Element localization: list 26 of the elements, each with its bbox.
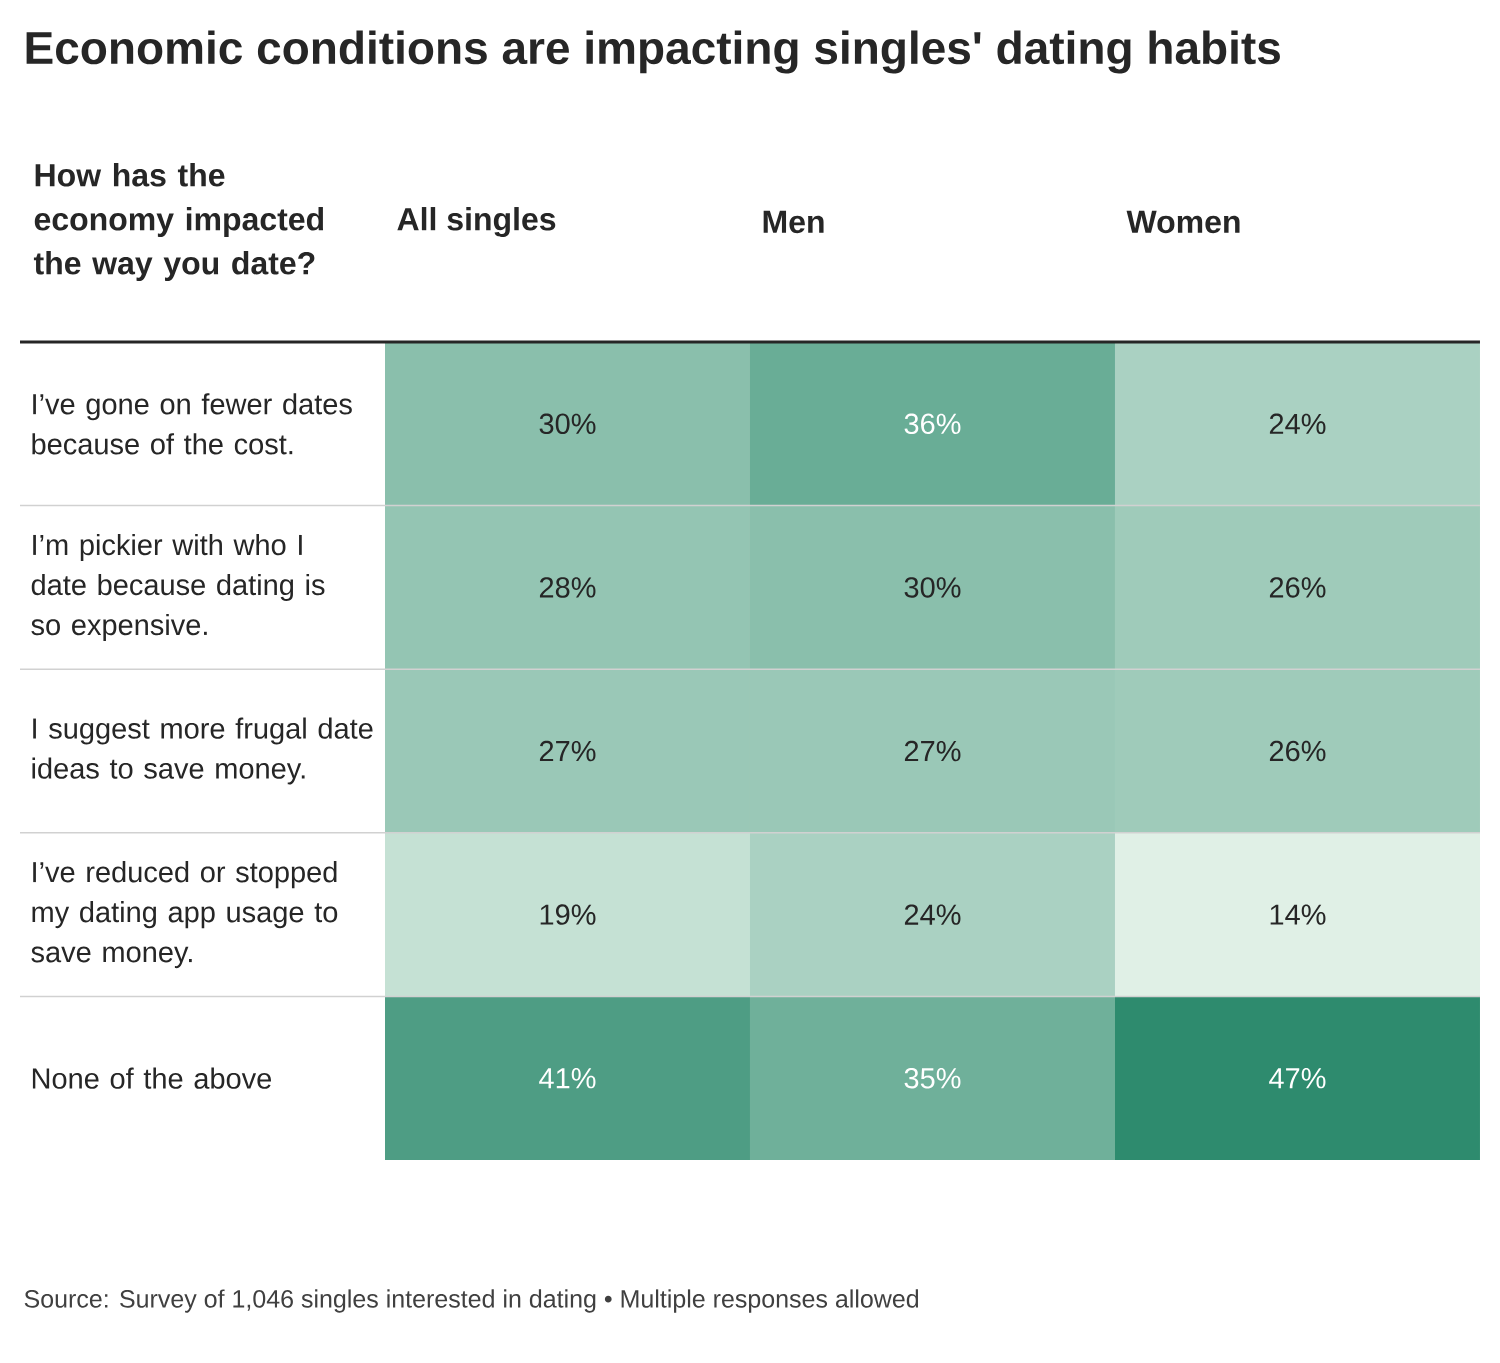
data-label: 26%	[1269, 740, 1326, 762]
data-label: 24%	[1269, 413, 1326, 435]
data-label: 35%	[904, 1067, 961, 1089]
chart-title: Economic conditions are impacting singles' dating habits	[26, 30, 1280, 74]
data-label: 19%	[540, 904, 596, 925]
x-tick-label: All singles	[397, 207, 556, 237]
y-tick-label: I’ve gone on fewer dates because of the cost.	[32, 393, 352, 455]
y-tick-label: None of the above	[32, 1067, 272, 1089]
data-label: 26%	[1269, 577, 1326, 598]
data-label: 24%	[904, 904, 961, 925]
y-axis-title: How has the economy impacted the way you date?	[33, 163, 324, 281]
data-label: 27%	[904, 740, 961, 762]
data-label: 27%	[539, 740, 596, 762]
y-tick-label: I’ve reduced or stopped my dating app usage to save money.	[31, 861, 338, 969]
data-label: 30%	[539, 413, 596, 435]
data-label: 14%	[1270, 904, 1326, 925]
y-tick-label: I suggest more frugal date ideas to save money.	[32, 717, 373, 785]
data-label: 30%	[904, 577, 961, 598]
x-tick-label: Men	[763, 210, 824, 234]
x-tick-label: Women	[1126, 210, 1240, 234]
source-note: Source: Survey of 1,046 singles interested in dating • Multiple responses allowed	[24, 1289, 919, 1313]
data-label: 47%	[1269, 1068, 1326, 1089]
data-label: 36%	[904, 413, 961, 435]
data-label: 28%	[539, 577, 596, 598]
data-label: 41%	[539, 1068, 596, 1089]
y-tick-label: I’m pickier with who I date because dating is so expensive.	[31, 533, 325, 641]
